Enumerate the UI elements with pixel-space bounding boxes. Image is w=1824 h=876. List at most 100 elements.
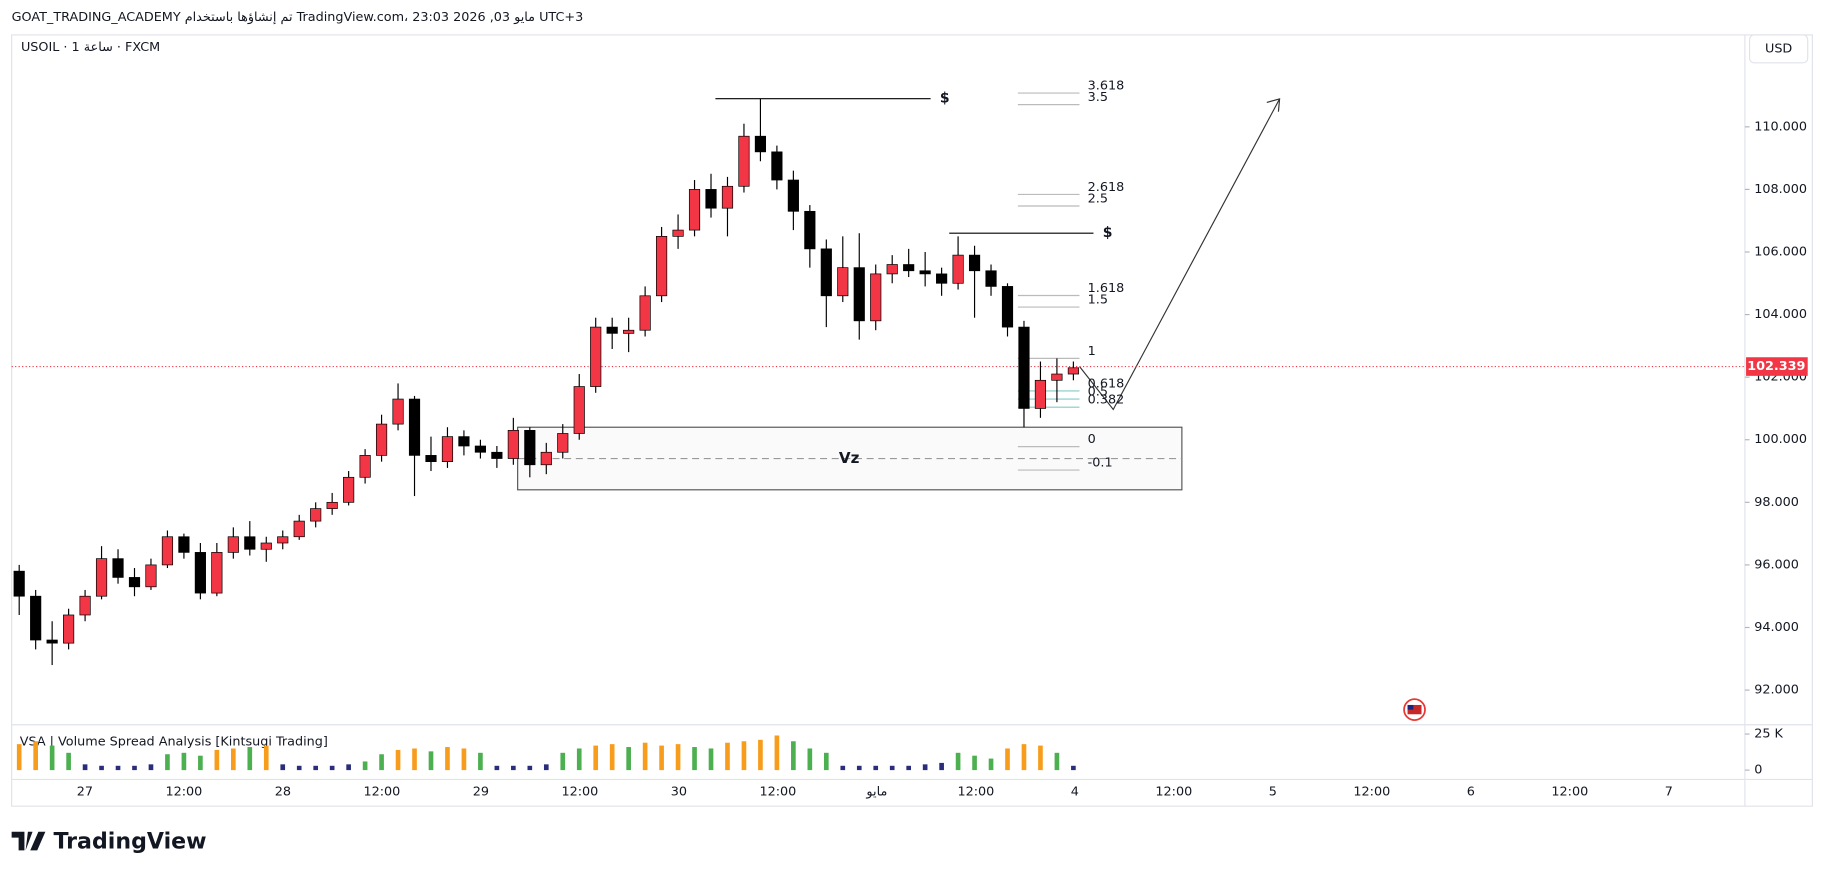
candle-body [1001,286,1014,328]
candle-body [491,451,503,459]
liquidity-label: $ [940,91,950,107]
y-tick-label: 92.000 [1754,683,1799,698]
volume-bar [66,752,71,771]
fib-label: 1.5 [1088,293,1108,308]
candle-body [145,564,157,588]
candle-body [738,135,750,187]
volume-bar [82,764,88,771]
candle-body [13,570,25,597]
candle-body [194,552,206,594]
volume-bar [99,765,104,771]
candle-body [161,536,174,566]
candle-body [870,273,882,322]
y-tick-label: 94.000 [1754,620,1799,635]
candle-body [95,558,108,597]
volume-bar [725,742,730,771]
candle-body [639,295,651,331]
volume-bar [972,755,977,771]
volume-bar [791,741,796,771]
x-tick-label: 12:00 [363,785,400,800]
candle-body [30,595,42,641]
y-tick-label: 110.000 [1754,119,1807,134]
fib-label: 2.618 [1088,180,1125,195]
volume-bar [412,748,417,771]
candle-body [441,436,454,462]
candle-body [310,508,322,522]
candle-body [590,326,602,387]
volume-bar [955,752,961,771]
volume-bar [758,739,763,771]
volume-bar [33,741,38,771]
candle-body [919,270,931,275]
candle-body [359,455,371,478]
volume-bar [231,748,236,771]
volume-bar [922,764,928,771]
x-tick-label: 12:00 [1551,785,1588,800]
candle-body [524,430,536,466]
volume-bar [626,747,631,771]
candle-body [623,329,635,334]
y-tick-label: 96.000 [1754,557,1799,572]
candle-body [293,520,305,538]
y-tick-label: 98.000 [1754,495,1799,510]
volume-bar [527,765,533,771]
fib-label: 2.5 [1088,192,1108,207]
x-tick-label: 5 [1269,785,1277,800]
volume-bar [609,744,615,771]
last-price-box [1746,357,1808,376]
candle-body [227,536,239,553]
candle-body [408,398,421,456]
fib-label: 3.618 [1088,79,1125,94]
volume-bar [362,761,368,771]
x-tick-label: 27 [77,785,93,800]
volume-bar [774,735,780,771]
candle-body [853,267,865,322]
candle-body [837,267,849,297]
volume-bar [379,754,384,771]
volume-bar [181,752,187,771]
currency-button[interactable] [1748,34,1809,64]
fib-label: 3.5 [1088,90,1108,105]
fib-label: -0.1 [1088,456,1113,471]
fib-label: 1.618 [1088,281,1125,296]
volume-bar [741,741,747,771]
x-tick-label: 29 [473,785,489,800]
fib-label: 0.382 [1088,393,1125,408]
volume-bar [165,754,170,771]
candle-body [787,179,799,212]
candle-body [128,577,141,588]
candle-body [112,558,124,578]
x-tick-label: 12:00 [1353,785,1390,800]
candle-body [903,264,915,272]
volume-bar [198,755,203,771]
volume-bar [823,752,829,771]
candle-body [1018,326,1030,409]
x-tick-label: مايو [865,785,887,800]
candle-body [1067,367,1079,375]
candle-body [721,185,734,209]
candle-body [705,189,717,209]
candle-body [557,433,569,453]
volume-bar [313,765,319,771]
candle-body [985,270,997,287]
candle-body [211,552,223,594]
candle-body [392,398,404,425]
candle-body [260,542,272,550]
frame [11,34,1813,807]
candle-body [573,386,585,434]
volume-bar [675,744,681,771]
indicator-title: VSA | Volume Spread Analysis [Kintsugi T… [20,735,328,750]
x-tick-label: 4 [1071,785,1079,800]
zone-label: Vz [839,449,860,467]
volume-bar [642,742,648,771]
candle-body [277,536,289,544]
y-tick-label: 108.000 [1754,182,1807,197]
brand-logo [11,831,46,851]
volume-bar [478,752,483,771]
volume-bar [148,764,154,771]
volume-bar [494,765,500,771]
candle-body [804,210,816,250]
candle-body [936,273,948,284]
volume-bar [659,745,664,771]
